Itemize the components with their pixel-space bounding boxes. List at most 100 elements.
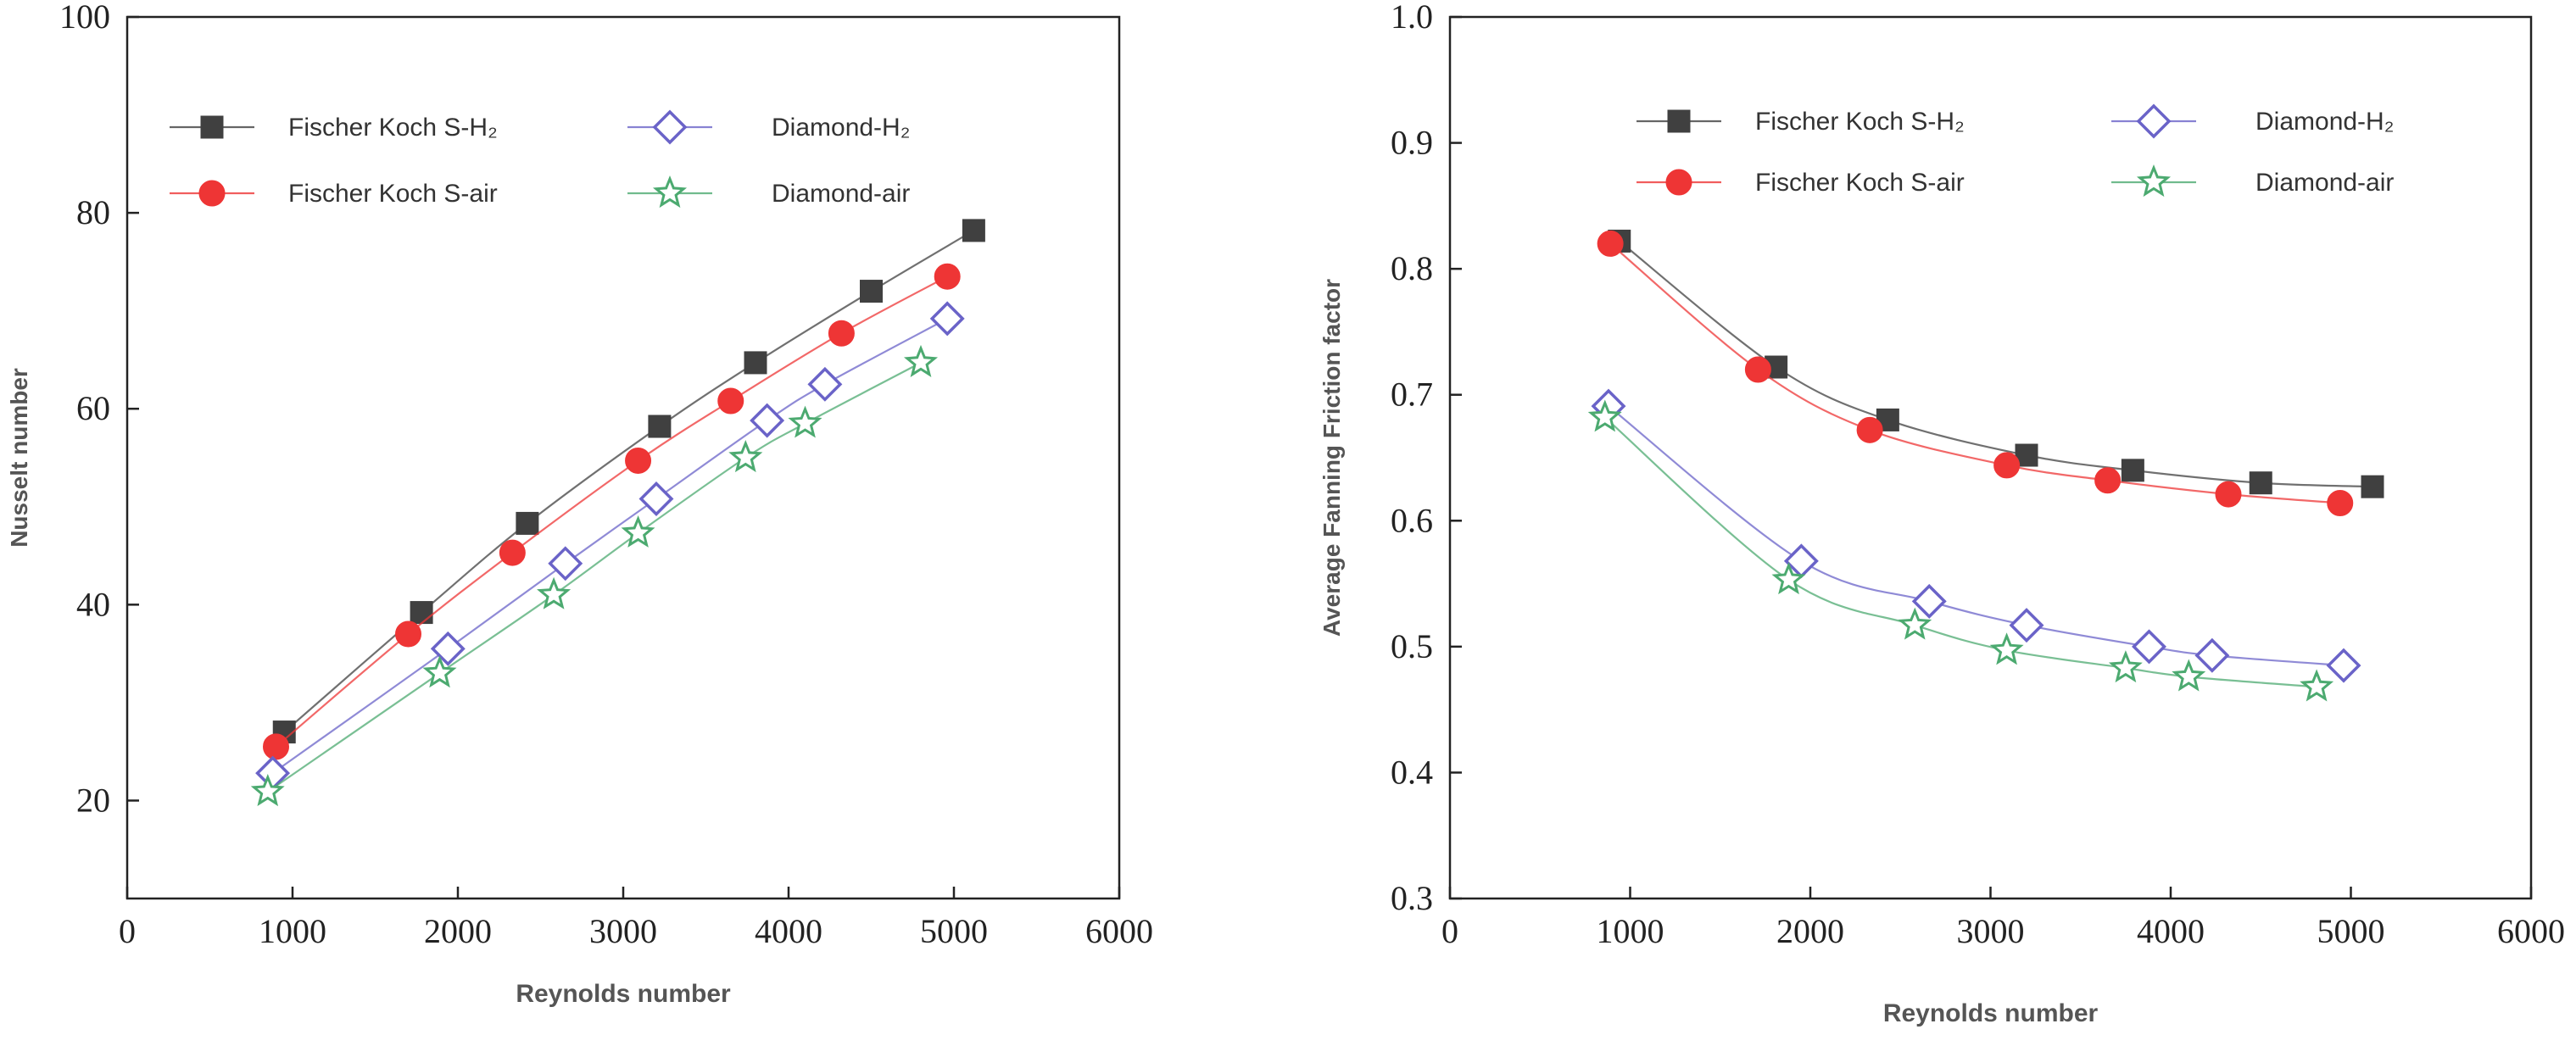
data-point [430,631,466,666]
legend-marker [652,109,688,145]
x-tick-label: 6000 [1085,912,1153,950]
data-point [1989,632,2024,665]
x-tick-label: 5000 [2317,912,2385,950]
y-tick-label: 0.4 [1391,753,1433,791]
series-line [275,275,948,748]
series-line [1619,240,2373,488]
data-point [1771,562,1806,595]
x-tick-label: 1000 [259,912,326,950]
x-tick-label: 3000 [1957,912,2025,950]
y-tick-label: 0.7 [1391,376,1433,414]
data-point [929,301,965,337]
x-tick-label: 4000 [2137,912,2205,950]
legend-entry: Fischer Koch S-air [1636,169,1965,197]
data-point [903,344,939,377]
legend-label: Diamond-H₂ [2255,108,2394,136]
data-point [1898,607,1932,640]
legend-label: Fischer Koch S-air [1755,169,1965,197]
data-point [499,539,526,566]
series-line [283,229,974,733]
data-point [744,351,767,375]
series-2 [1597,230,2354,516]
y-tick-label: 1.0 [1391,0,1433,36]
data-point [2361,475,2384,498]
x-tick-label: 1000 [1597,912,1664,950]
y-tick-label: 60 [76,389,110,427]
data-point [1856,416,1883,443]
legend-entry: Diamond-H₂ [2111,103,2394,139]
data-point [1744,356,1771,383]
legend-entry: Fischer Koch S-H₂ [1636,108,1965,136]
x-tick-label: 4000 [755,912,822,950]
data-point [2172,659,2206,692]
data-point [422,655,457,688]
x-tick-label: 0 [119,912,136,950]
data-point [2300,669,2334,702]
chart-1: 0 1000 2000 3000 4000 5000 6000 20 40 60 80 100 Reyn… [6,0,1153,1008]
data-point [548,546,583,581]
data-point [2121,459,2144,482]
data-point [2108,650,2143,683]
series-4 [250,344,939,807]
legend-entry: Diamond-air [627,175,910,209]
series-line [267,361,922,793]
y-tick-label: 20 [76,781,110,819]
series-4 [1587,399,2334,702]
series-1 [1608,229,2384,498]
x-axis-label: Reynolds number [516,980,731,1008]
data-point [537,576,572,609]
data-point [621,515,655,548]
legend-marker [2136,103,2172,139]
legend-entry: Diamond-H₂ [627,109,910,145]
data-point [2009,608,2044,643]
x-tick-label: 0 [1441,912,1458,950]
legend-entry: Fischer Koch S-H₂ [170,114,498,142]
plot-frame [1448,15,2533,900]
data-point [1597,230,1624,257]
y-tick-label: 0.9 [1391,124,1433,162]
series-1 [272,219,985,744]
y-tick-label: 0.6 [1391,501,1433,539]
data-point [255,755,291,791]
data-point [2132,629,2166,665]
series-3 [1591,388,2361,683]
data-point [1587,399,1622,432]
x-tick-label: 2000 [1776,912,1844,950]
data-point [1993,452,2021,479]
legend-marker [198,180,226,207]
legend-label: Diamond-air [2255,169,2394,197]
data-point [750,403,785,438]
data-point [250,774,285,807]
data-point [828,320,855,347]
y-axis-label: Average Fanning Friction factor [1319,279,1345,637]
legend-label: Diamond-H₂ [772,114,910,142]
legend-marker [2136,164,2172,198]
data-point [410,601,433,625]
series-2 [263,263,961,760]
data-point [625,447,652,474]
data-point [788,405,822,438]
legend-entry: Fischer Koch S-air [170,180,498,208]
legend-label: Fischer Koch S-air [288,180,498,208]
data-point [807,366,843,402]
data-point [717,387,744,415]
data-point [962,219,985,242]
data-point [263,733,289,760]
legend-marker [1667,109,1691,133]
legend-label: Fischer Koch S-H₂ [288,114,498,142]
y-tick-label: 0.8 [1391,249,1433,287]
data-point [2094,467,2122,494]
y-tick-label: 80 [76,193,110,231]
data-point [934,263,961,290]
series-3 [255,301,965,791]
x-tick-label: 6000 [2497,912,2565,950]
legend-marker [1665,169,1692,196]
legend-label: Fischer Koch S-H₂ [1755,108,1965,136]
x-axis-label: Reynolds number [1883,999,2099,1027]
chart-2: 0 1000 2000 3000 4000 5000 6000 0.3 0.4 0.5 0.6 0.7… [1319,0,2565,1027]
data-point [395,620,421,648]
y-axis-label: Nusselt number [6,368,32,548]
legend-marker [200,115,224,139]
y-tick-label: 40 [76,585,110,623]
